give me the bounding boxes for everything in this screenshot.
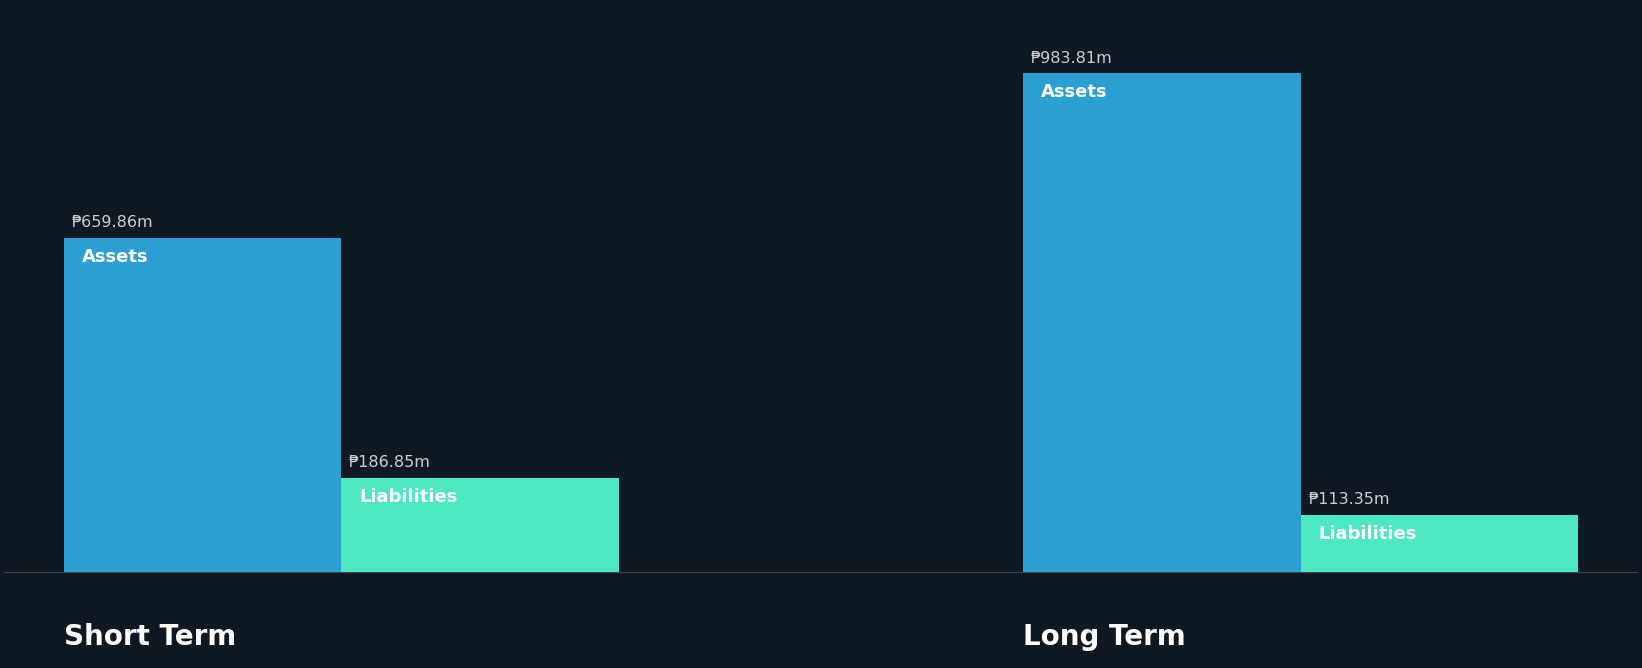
Text: Long Term: Long Term — [1023, 623, 1186, 651]
Bar — [1300, 515, 1578, 572]
Bar — [1023, 73, 1300, 572]
Text: Assets: Assets — [1041, 84, 1108, 102]
Text: ₱186.85m: ₱186.85m — [348, 455, 430, 470]
Text: Liabilities: Liabilities — [1319, 525, 1417, 543]
Text: Assets: Assets — [82, 248, 149, 266]
Text: Liabilities: Liabilities — [360, 488, 458, 506]
Text: Short Term: Short Term — [64, 623, 236, 651]
Text: ₱113.35m: ₱113.35m — [1309, 492, 1389, 508]
Bar — [342, 478, 619, 572]
Text: ₱659.86m: ₱659.86m — [72, 215, 153, 230]
Text: ₱983.81m: ₱983.81m — [1031, 51, 1113, 65]
Bar — [64, 238, 342, 572]
